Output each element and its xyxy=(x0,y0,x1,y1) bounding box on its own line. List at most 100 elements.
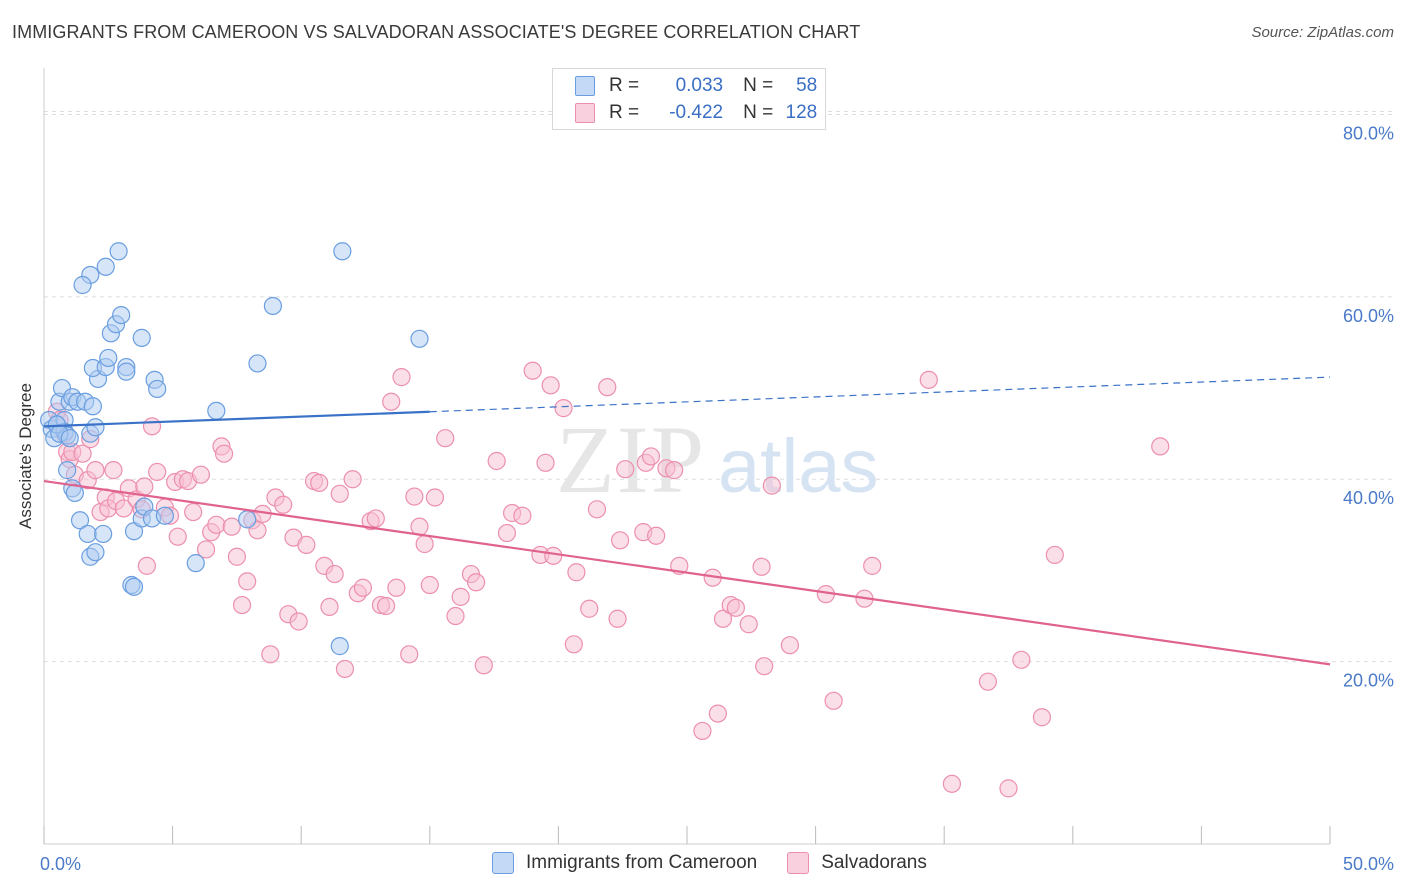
salvadoran-point xyxy=(564,635,583,654)
salvadoran-point xyxy=(544,546,563,565)
salvadoran-point xyxy=(1151,437,1170,456)
salvadoran-point xyxy=(343,470,362,489)
legend-swatch-pink xyxy=(787,852,810,874)
salvadoran-point xyxy=(191,465,210,484)
x-tick-label: 0.0% xyxy=(40,854,81,874)
cameroon-point xyxy=(207,401,226,420)
salvadoran-point xyxy=(665,461,684,480)
salvadoran-point xyxy=(392,368,411,387)
r-label: R = xyxy=(609,75,640,96)
n-value: 128 xyxy=(785,102,818,123)
salvadoran-point xyxy=(713,609,733,628)
salvadoran-point xyxy=(598,378,617,397)
watermark-atlas: atlas xyxy=(718,424,879,509)
salvadoran-point xyxy=(400,645,419,664)
legend-label-salvadorans: Salvadorans xyxy=(821,852,927,873)
cameroon-point xyxy=(78,524,97,544)
legend-row-cameroon: R = 0.033 N = 58 xyxy=(575,73,817,99)
cameroon-point xyxy=(73,275,92,295)
legend-swatch-blue xyxy=(492,852,514,874)
salvadoran-point xyxy=(330,484,349,503)
y-tick-label: 80.0% xyxy=(1343,123,1394,143)
salvadoran-point xyxy=(104,461,123,480)
source-label: Source: ZipAtlas.com xyxy=(1251,24,1394,41)
r-label: R = xyxy=(609,102,640,123)
watermark-zip: ZIP xyxy=(556,406,706,513)
cameroon-point xyxy=(238,510,257,529)
tick-labels: 20.0% 40.0% 60.0% 80.0% 0.0% 50.0% xyxy=(40,123,1394,874)
trend-lines xyxy=(43,376,1331,666)
legend-swatch-pink xyxy=(575,103,595,123)
n-value: 58 xyxy=(796,75,818,96)
salvadoran-point xyxy=(274,495,293,514)
cameroon-point xyxy=(109,242,128,261)
salvadoran-point xyxy=(616,460,635,479)
cameroon-point xyxy=(333,242,352,261)
salvadoran-point xyxy=(137,556,156,575)
salvadoran-point xyxy=(353,578,373,597)
salvadoran-point xyxy=(1032,708,1052,727)
cameroon-point xyxy=(60,429,79,448)
salvadoran-point xyxy=(387,578,406,597)
salvadoran-point xyxy=(310,473,329,492)
salvadoran-point xyxy=(261,645,280,664)
series-legend: Immigrants from Cameroon Salvadorans xyxy=(492,852,957,874)
cameroon-point xyxy=(96,257,115,276)
salvadoran-trend-line xyxy=(43,479,1331,666)
salvadoran-point xyxy=(863,556,882,575)
cameroon-point xyxy=(330,637,349,656)
legend-item-salvadorans: Salvadorans xyxy=(787,852,927,874)
salvadoran-point xyxy=(536,453,555,472)
salvadoran-point xyxy=(410,517,429,536)
salvadoran-point xyxy=(466,573,486,592)
cameroon-trend-extension xyxy=(429,376,1331,413)
salvadoran-point xyxy=(474,656,493,675)
salvadoran-point xyxy=(382,392,401,411)
salvadoran-point xyxy=(425,488,445,507)
salvadoran-point xyxy=(376,596,396,616)
salvadoran-point xyxy=(554,399,573,418)
legend-swatch-blue xyxy=(575,76,595,96)
cameroon-point xyxy=(263,296,283,316)
salvadoran-point xyxy=(523,361,542,380)
salvadoran-point xyxy=(752,557,771,576)
salvadoran-point xyxy=(647,526,666,545)
y-tick-label: 20.0% xyxy=(1343,671,1394,691)
salvadoran-point xyxy=(567,563,586,582)
salvadoran-point xyxy=(780,636,799,655)
cameroon-point xyxy=(86,418,105,437)
salvadoran-point xyxy=(135,477,154,496)
cameroon-point xyxy=(410,329,429,348)
salvadoran-point xyxy=(73,444,92,463)
salvadoran-point xyxy=(415,534,434,554)
salvadoran-point xyxy=(726,598,745,617)
salvadoran-point xyxy=(446,606,465,626)
salvadoran-point xyxy=(142,417,162,436)
salvadoran-point xyxy=(762,476,781,495)
salvadoran-point xyxy=(184,502,203,522)
cameroon-point xyxy=(132,328,151,347)
salvadoran-point xyxy=(405,487,424,506)
salvadoran-point xyxy=(320,597,339,617)
legend-item-cameroon: Immigrants from Cameroon xyxy=(492,852,757,874)
salvadoran-point xyxy=(587,500,607,519)
salvadoran-point xyxy=(148,462,167,482)
cameroon-point xyxy=(248,354,267,373)
salvadoran-point xyxy=(541,376,560,395)
cameroon-point xyxy=(148,379,167,399)
salvadoran-point xyxy=(114,499,133,518)
salvadoran-point xyxy=(86,461,105,480)
salvadoran-point xyxy=(580,599,599,618)
salvadoran-point xyxy=(227,547,246,566)
salvadoran-point xyxy=(487,451,506,471)
salvadoran-point xyxy=(289,612,308,631)
salvadoran-point xyxy=(168,527,187,546)
cameroon-point xyxy=(112,305,131,325)
cameroon-point xyxy=(94,524,113,544)
y-tick-label: 60.0% xyxy=(1343,306,1394,326)
salvadoran-point xyxy=(238,572,257,591)
salvadoran-point xyxy=(497,523,517,543)
salvadoran-point xyxy=(824,691,843,710)
salvadoran-point xyxy=(999,779,1018,798)
